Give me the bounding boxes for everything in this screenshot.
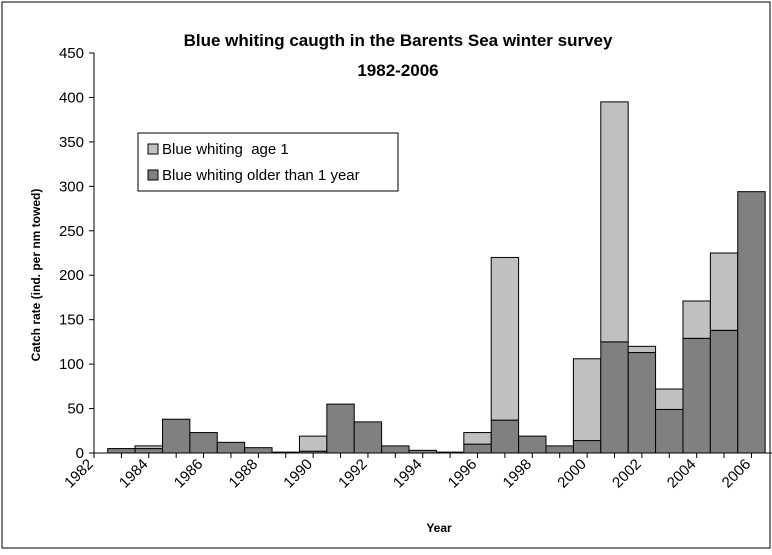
legend-label-age-1: Blue whiting age 1 [162,141,289,158]
bars-layer [107,101,766,454]
y-tick-label: 50 [67,401,84,418]
bar-age-1-2003 [655,388,684,410]
bar-older-1993 [381,445,410,454]
bar-age-1-2005 [709,252,739,331]
y-tick-label: 150 [59,312,84,329]
bar-older-1985 [161,418,191,454]
bar-older-1997 [490,419,520,454]
bar-older-2006 [737,191,766,454]
legend-swatch-age-1 [147,143,159,155]
legend-label-older: Blue whiting older than 1 year [162,167,360,184]
bar-older-1987 [216,441,246,454]
bar-age-1-2001 [600,101,629,343]
y-tick-label: 400 [59,89,84,106]
y-tick-label: 450 [59,45,84,62]
x-axis-label: Year [426,521,452,535]
bar-age-1-2004 [682,300,711,339]
bar-older-2000 [572,440,602,454]
bar-older-2004 [682,337,711,454]
bar-older-1983 [107,448,136,454]
bar-older-1988 [244,447,273,454]
bar-age-1-1990 [298,435,328,452]
y-tick-label: 250 [59,223,84,240]
bar-older-1996 [463,443,492,454]
legend-swatch-older [147,169,159,181]
y-axis-label: Catch rate (ind. per nm towed) [29,189,43,362]
y-tick-label: 100 [59,356,84,373]
bar-age-1-1997 [490,256,520,421]
bar-age-1-2000 [572,358,602,442]
bar-older-1998 [518,435,547,454]
y-tick-label: 0 [76,445,84,462]
chart-subtitle: 1982-2006 [357,61,438,80]
bar-older-1999 [545,445,574,454]
y-tick-label: 300 [59,178,84,195]
bar-older-1986 [189,432,218,454]
bar-age-1-1996 [463,432,492,445]
bar-older-1992 [353,421,383,454]
y-tick-label: 350 [59,134,84,151]
y-tick-label: 200 [59,267,84,284]
bar-older-2003 [655,408,684,454]
bar-age-1-1984 [134,445,163,450]
bar-older-1984 [134,448,163,454]
bar-older-2001 [600,341,629,454]
chart-title: Blue whiting caugth in the Barents Sea w… [184,31,613,50]
bar-age-1-2002 [627,345,657,354]
bar-older-2002 [627,352,657,454]
legend-box [137,132,399,192]
legend: Blue whiting age 1 Blue whiting older th… [137,132,399,192]
bar-older-2005 [709,329,739,454]
bar-older-1991 [326,403,355,454]
